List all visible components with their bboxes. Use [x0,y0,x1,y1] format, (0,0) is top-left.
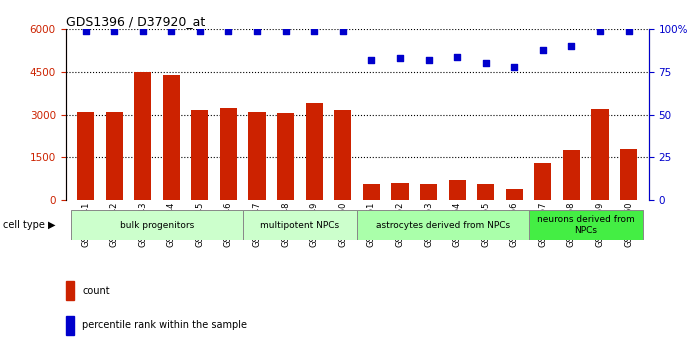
Point [451,54,462,59]
Bar [563,150,580,200]
Point [280,28,291,34]
Text: count: count [82,286,110,296]
Bar [334,110,351,200]
Bar [248,112,266,200]
Point [366,57,377,63]
Text: GDS1396 / D37920_at: GDS1396 / D37920_at [66,15,205,28]
Bar [306,104,323,200]
Bar [220,108,237,200]
Point [80,28,91,34]
Point [480,61,491,66]
Point [509,64,520,70]
Point [538,47,549,52]
Point [195,28,206,34]
Bar [477,185,494,200]
Text: bulk progenitors: bulk progenitors [120,220,194,230]
Bar [191,110,208,200]
Bar [506,189,523,200]
Point [395,56,406,61]
Bar [357,210,529,240]
Bar [391,183,408,200]
Bar [529,210,643,240]
Point [595,28,606,34]
Point [108,28,119,34]
Point [137,28,148,34]
Bar [71,210,243,240]
Bar [420,185,437,200]
Bar [534,163,551,200]
Bar [363,185,380,200]
Point [337,28,348,34]
Point [423,57,434,63]
Bar [77,112,94,200]
Text: cell type ▶: cell type ▶ [3,220,56,230]
Bar [448,180,466,200]
Point [252,28,263,34]
Point [623,28,634,34]
Text: percentile rank within the sample: percentile rank within the sample [82,320,247,330]
Text: multipotent NPCs: multipotent NPCs [260,220,339,230]
Bar [277,113,294,200]
Text: neurons derived from
NPCs: neurons derived from NPCs [537,215,635,235]
Bar [620,149,637,200]
Bar [106,112,123,200]
Point [308,28,319,34]
Bar [591,109,609,200]
Text: astrocytes derived from NPCs: astrocytes derived from NPCs [376,220,510,230]
Point [166,28,177,34]
Bar [134,72,151,200]
Point [223,28,234,34]
Point [566,43,577,49]
Bar [243,210,357,240]
Bar [163,75,180,200]
